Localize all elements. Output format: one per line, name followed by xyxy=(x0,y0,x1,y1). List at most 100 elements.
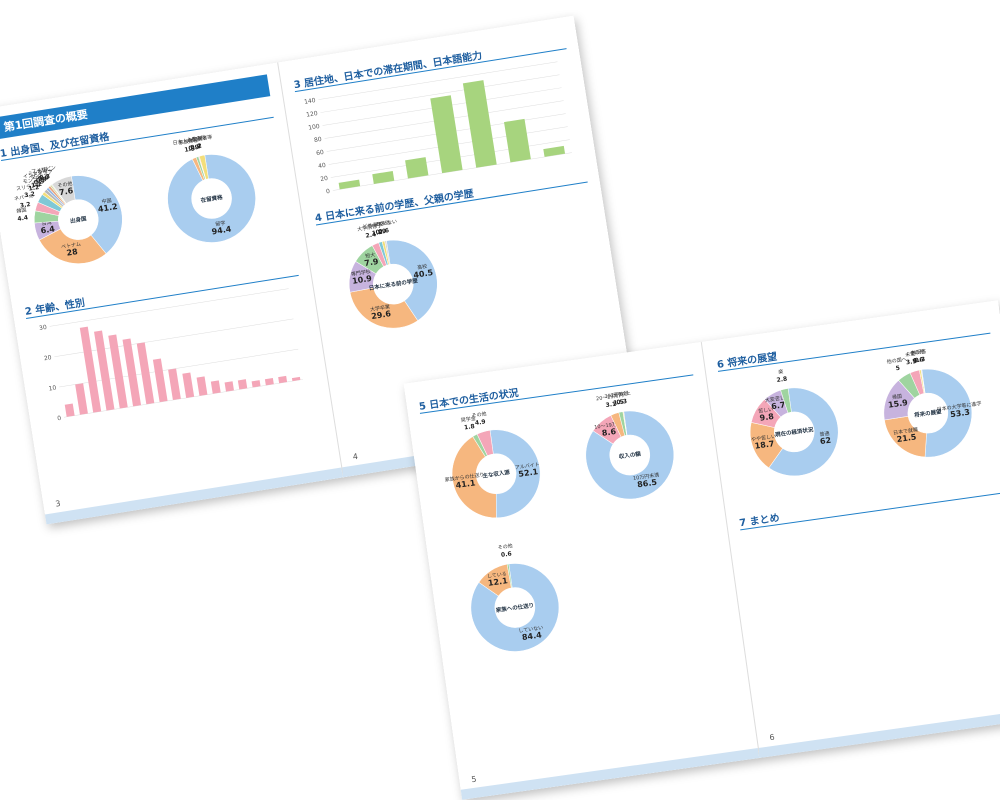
y-tick-label: 120 xyxy=(306,110,319,119)
slice-value: 52.1 xyxy=(518,467,539,479)
bar xyxy=(182,372,195,398)
slice-label: フィリピン xyxy=(31,165,57,175)
pie-slice xyxy=(198,154,209,180)
slice-value: 0.9 xyxy=(33,178,45,187)
slice-label: している xyxy=(487,571,508,580)
slice-value: 0.9 xyxy=(36,176,48,185)
grid-line xyxy=(320,74,560,113)
document-page: 第1回調査の概要 1 出身国、及び在留資格 中国 41.2 ベトナム 28 台湾 6.4 韓国 4… xyxy=(0,62,343,525)
pie-center: 将来の展望 xyxy=(913,407,943,419)
slice-value: 28 xyxy=(66,247,79,258)
y-tick-label: 0 xyxy=(326,188,331,196)
pie-slice xyxy=(476,429,494,457)
charts: 0 20 40 60 80 100 120 140 xyxy=(295,52,584,204)
grid-line xyxy=(318,61,558,100)
slice-label: 他の国へ xyxy=(886,356,907,366)
bar xyxy=(278,375,288,384)
slice-label: 台湾 xyxy=(41,219,52,227)
slice-value: 86.5 xyxy=(637,478,658,490)
pie-slice xyxy=(780,388,792,414)
slice-value: 9.8 xyxy=(759,412,775,423)
slice-label: ベトナム xyxy=(61,242,82,251)
pie-chart: 中国41.2ベトナム28台湾6.4韓国4.4ネパール3.2スリランカ3.2モンゴ… xyxy=(14,165,123,264)
slice-label: その他 xyxy=(497,542,513,551)
slice-value: 0.6 xyxy=(38,174,50,183)
pie-slice xyxy=(506,563,513,589)
grid-line xyxy=(54,318,294,357)
slice-label: 中学校 xyxy=(368,221,384,230)
slice-value: 4.9 xyxy=(474,418,486,426)
slice-value: 0.3 xyxy=(190,143,202,152)
pie-slice xyxy=(921,368,973,458)
slice-label: 帰国 xyxy=(892,393,903,401)
slice-label: アルバイト xyxy=(515,462,541,471)
slice-label: 楽 xyxy=(778,368,784,376)
pie-slice xyxy=(167,154,256,243)
slice-value: 94.4 xyxy=(211,224,232,236)
bar xyxy=(430,95,463,174)
bar xyxy=(405,157,429,179)
slice-value: 0.6 xyxy=(501,550,513,558)
slice-value: 21.5 xyxy=(896,432,917,444)
slice-label: 苦しい xyxy=(758,406,774,415)
slice-label: 高校 xyxy=(417,263,428,271)
spread: 第1回調査の概要 1 出身国、及び在留資格 中国 41.2 ベトナム 28 台湾 6.4 韓国 4… xyxy=(0,15,640,525)
pie-center: 現在の経済状況 xyxy=(775,425,815,438)
slice-label: その他 xyxy=(57,180,73,189)
bar xyxy=(291,376,301,382)
charts: 0 10 20 30 xyxy=(27,279,317,431)
slice-value: 0.9 xyxy=(188,144,200,153)
page-number: 5 xyxy=(470,774,478,785)
pie-slice xyxy=(38,228,107,264)
slice-label: スリランカ xyxy=(16,183,42,193)
document-page: 3 居住地、日本での滞在期間、日本語能力 0 20 40 60 80 100 120 140 4 … xyxy=(277,15,640,478)
y-tick-label: 10 xyxy=(48,384,57,392)
y-tick-label: 20 xyxy=(320,175,329,183)
page-number: 6 xyxy=(768,732,776,743)
slice-label: 中国 xyxy=(101,197,112,205)
slice-value: 6.7 xyxy=(771,400,786,411)
slice-value: 2 xyxy=(197,143,202,151)
y-tick-label: 0 xyxy=(57,415,62,423)
bar xyxy=(251,380,261,388)
bar-chart: 0 10 20 30 xyxy=(39,288,304,423)
bar xyxy=(372,170,395,184)
pie-center: 主な収入源 xyxy=(482,468,511,480)
slice-label: 米国 xyxy=(37,166,48,174)
y-tick-label: 140 xyxy=(304,97,317,106)
bar xyxy=(224,381,234,392)
pie-slice xyxy=(51,175,76,204)
slice-label: 大学院修了 xyxy=(357,222,383,233)
slice-value: 41.2 xyxy=(97,202,118,214)
slice-label: 20〜29万円 xyxy=(596,393,624,403)
y-tick-label: 100 xyxy=(308,123,321,132)
grid-line xyxy=(63,379,304,418)
slice-value: 2.4 xyxy=(365,231,377,240)
grid-line xyxy=(59,348,299,388)
slice-value: 10.9 xyxy=(352,274,373,286)
slice-value: 18.7 xyxy=(754,439,775,451)
bar xyxy=(79,326,102,413)
slice-value: 0.3 xyxy=(616,398,628,406)
pie-slice xyxy=(384,240,391,265)
pie-chart: 日本の大学等に進学53.3日本で就職21.5帰国15.9他の国へ5未定3.5その… xyxy=(883,348,982,458)
pie-center: 出身国 xyxy=(69,214,87,225)
slice-label: 専門学校 xyxy=(350,268,371,278)
spread: 5 日本での生活の状況 アルバイト 52.1 家族からの仕送り 41.1 奨学金 1.8 その… xyxy=(403,300,1000,800)
pie-slice xyxy=(489,429,541,519)
slice-label: 10〜19万円 xyxy=(594,421,622,431)
slice-label: 永住者 xyxy=(187,135,203,144)
bar xyxy=(168,368,181,401)
slice-value: 2.8 xyxy=(776,376,788,384)
slice-value: 0.6 xyxy=(913,356,925,364)
page-number: 3 xyxy=(54,498,62,509)
slice-label: 留学 xyxy=(215,219,226,227)
pie-slice xyxy=(349,287,419,329)
slice-value: 0.6 xyxy=(378,227,390,236)
document-page: 6 将来の展望 普通 62 やや苦しい 18.7 苦しい 9.8 大変苦しい 6.7 楽 2.8 現在… xyxy=(700,300,1000,758)
y-tick-label: 30 xyxy=(39,324,48,332)
slice-value: 41.1 xyxy=(455,478,476,490)
slice-value: 7.9 xyxy=(364,257,380,268)
